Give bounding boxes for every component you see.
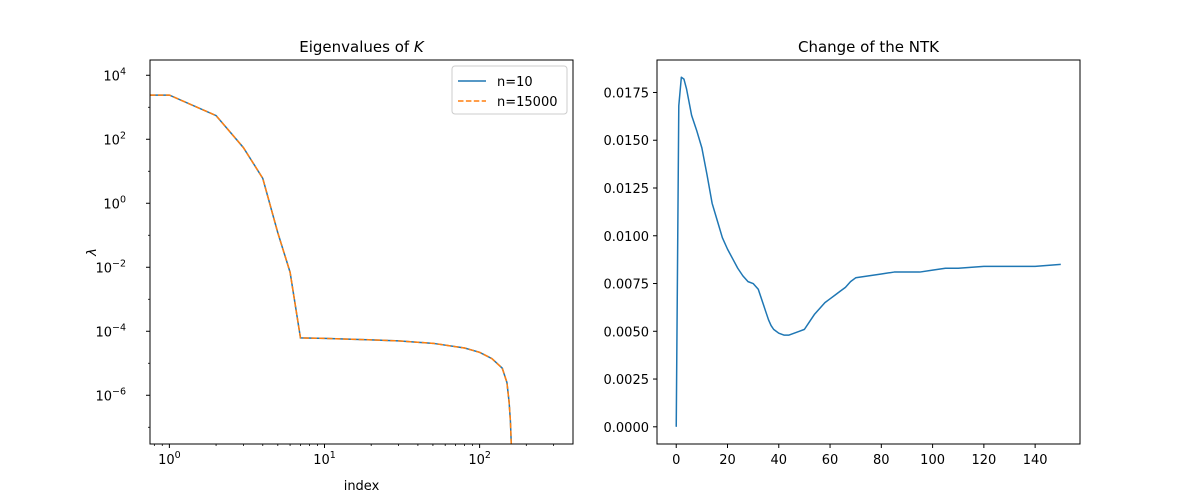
eigenvalues-series-lines [150,94,513,444]
ntk-change-chart: Change of the NTK 0 20 40 60 80 100 120 140 0.0… [604,38,1081,468]
ntk-plot-frame [656,59,1081,445]
y-tick-label: 104 [103,66,126,84]
ntk-x-ticks: 0 20 40 60 80 100 120 140 [672,444,1048,468]
legend-box [451,65,568,115]
y-tick-label: 0.0150 [604,134,650,149]
eigenvalues-legend: n=10 n=15000 [451,65,568,115]
x-tick-label: 60 [822,453,839,468]
x-tick-label: 140 [1023,453,1048,468]
x-tick-label: 102 [468,450,491,468]
y-tick-label: 0.0175 [604,86,650,101]
x-tick-label: 120 [971,453,996,468]
eigenvalues-chart: Eigenvalues of K 100 101 102 10−610−410−21… [85,38,574,494]
y-tick-label: 0.0000 [604,421,650,436]
y-tick-label: 10−6 [95,386,126,404]
ntk-chart-title: Change of the NTK [798,38,940,56]
x-tick-label: 100 [158,450,181,468]
eigenvalues-y-axis-label: λ [85,248,100,257]
ntk-series-lines [675,76,1061,427]
y-tick-label: 0.0100 [604,230,650,245]
eigenvalues-plot-frame [149,59,574,445]
eigenvalues-chart-title: Eigenvalues of K [299,38,425,56]
eigenvalues-title-symbol: K [414,38,425,56]
ntk-y-ticks: 0.0000 0.0025 0.0050 0.0075 0.0100 0.0125 0.01… [604,86,657,436]
y-tick-label: 102 [103,130,126,148]
y-tick-label: 0.0075 [604,278,650,293]
eigenvalues-x-axis-label: index [344,479,380,494]
legend-label-n15000: n=15000 [497,95,558,110]
y-tick-label: 0.0025 [604,373,650,388]
x-tick-label: 80 [873,453,890,468]
x-tick-label: 40 [770,453,787,468]
x-tick-label: 100 [920,453,945,468]
eigenvalues-title-main: Eigenvalues of [299,38,414,56]
y-tick-label: 0.0050 [604,325,650,340]
series-line-n-15000 [150,94,513,444]
y-tick-label: 100 [103,194,126,212]
x-tick-label: 0 [672,453,680,468]
y-tick-label: 0.0125 [604,182,650,197]
eigenvalues-y-ticks: 10−6 10−4 10−2 100 102 104 [95,66,150,428]
ntk-change-line [675,76,1061,427]
x-tick-label: 101 [313,450,336,468]
y-tick-label: 10−4 [95,322,126,340]
legend-label-n10: n=10 [497,75,533,90]
eigenvalues-x-ticks: 100 101 102 [153,444,555,468]
y-tick-label: 10−2 [95,258,126,276]
x-tick-label: 20 [719,453,736,468]
